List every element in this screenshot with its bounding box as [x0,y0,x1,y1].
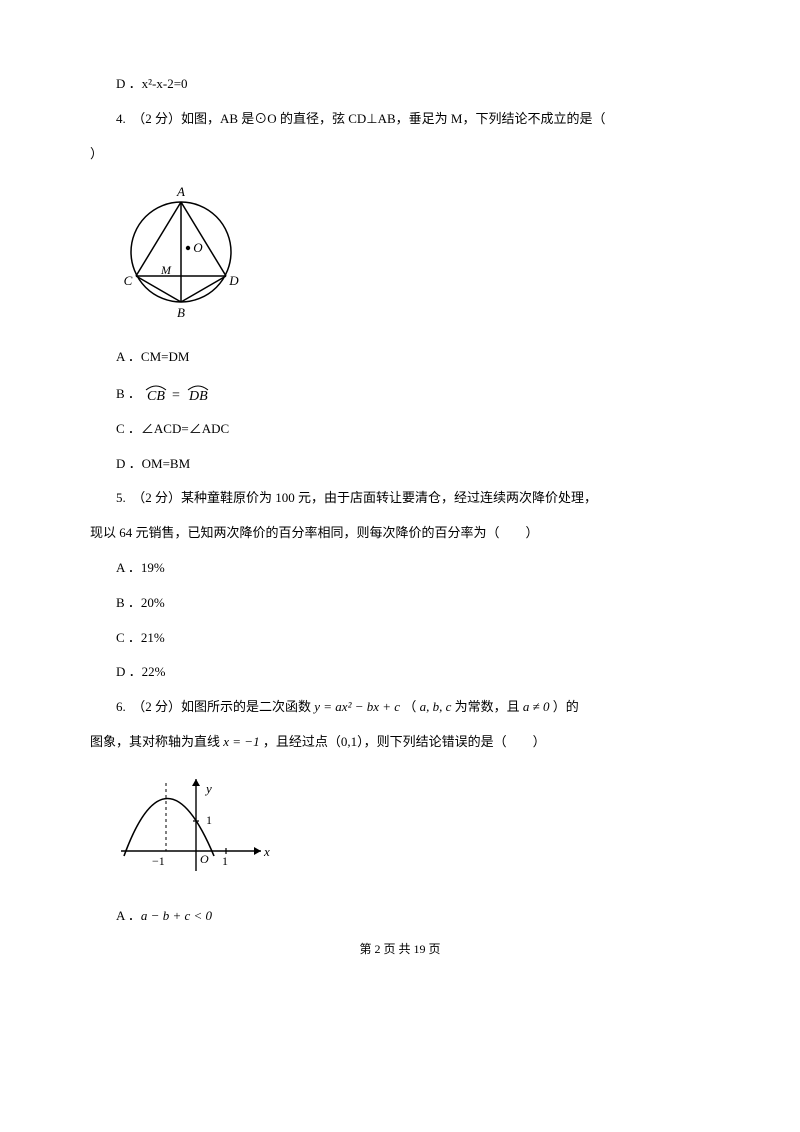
q6-math-abc: a, b, c [420,699,452,714]
q5-stem-line1: 5. （2 分）某种童鞋原价为 100 元，由于店面转让要清仓，经过连续两次降价… [90,488,710,509]
svg-text:A: A [176,184,185,199]
q4-option-b-prefix: B ． [116,386,141,401]
q4-option-c-text: C ．∠ACD=∠ADC [116,421,229,436]
q6-math-ane0: a ≠ 0 [523,699,550,714]
q5-option-a: A ．19% [116,558,710,579]
q4-stem-a: 4. （2 分）如图，AB 是⊙O 的直径，弦 CD⊥AB，垂足为 M，下列结论… [116,111,618,126]
q4-option-b: B ． CB = DB [116,382,710,405]
q6-stem-a3: 为常数，且 [451,699,523,714]
svg-text:1: 1 [222,854,228,868]
q4-figure: A B C D M O [116,182,710,329]
q4-option-a: A ．CM=DM [116,347,710,368]
q5-stem-b: 现以 64 元销售，已知两次降价的百分率相同，则每次降价的百分率为（ ） [90,525,539,540]
q6-parabola-diagram: y x O 1 1 −1 [116,771,271,881]
svg-text:CB: CB [147,389,165,402]
q5-option-b: B ．20% [116,593,710,614]
q6-stem-line1: 6. （2 分）如图所示的是二次函数 y = ax² − bx + c （ a,… [90,697,710,718]
q5-option-a-text: A ．19% [116,560,165,575]
q5-option-c-text: C ．21% [116,630,165,645]
q5-option-d: D ．22% [116,662,710,683]
svg-text:D: D [228,273,239,288]
svg-text:O: O [200,852,209,866]
q5-option-b-text: B ．20% [116,595,165,610]
footer-text: 第 2 页 共 19 页 [359,942,440,956]
svg-text:−1: −1 [152,854,165,868]
q5-option-c: C ．21% [116,628,710,649]
q3-option-d-text: D ．x²-x-2=0 [116,76,188,91]
q6-math-func: y = ax² − bx + c [314,699,400,714]
q6-stem-a1: 6. （2 分）如图所示的是二次函数 [116,699,314,714]
q6-stem-b2: ，且经过点（0,1），则下列结论错误的是（ ） [260,734,546,749]
svg-text:DB: DB [188,389,208,402]
q6-figure: y x O 1 1 −1 [116,771,710,888]
q4-option-d: D ．OM=BM [116,454,710,475]
q4-option-d-text: D ．OM=BM [116,456,190,471]
svg-text:x: x [263,844,270,859]
q6-stem-line2: 图象，其对称轴为直线 x = −1 ，且经过点（0,1），则下列结论错误的是（ … [90,732,710,753]
q4-option-c: C ．∠ACD=∠ADC [116,419,710,440]
q6-option-a-prefix: A ． [116,908,141,923]
q4-option-b-arc-icon: CB = DB [144,382,224,402]
q6-math-axis: x = −1 [223,734,259,749]
svg-text:B: B [177,305,185,320]
q4-circle-diagram: A B C D M O [116,182,246,322]
svg-text:C: C [124,273,133,288]
q6-stem-a4: ）的 [550,699,579,714]
q4-stem-line2: ） [90,144,710,165]
q6-stem-a2: （ [400,699,420,714]
q4-stem-b: ） [90,146,103,161]
page: D ．x²-x-2=0 4. （2 分）如图，AB 是⊙O 的直径，弦 CD⊥A… [0,0,800,1000]
q4-option-a-text: A ．CM=DM [116,349,189,364]
svg-text:M: M [160,263,172,277]
svg-text:=: = [172,388,180,402]
q5-stem-a: 5. （2 分）某种童鞋原价为 100 元，由于店面转让要清仓，经过连续两次降价… [116,490,597,505]
q6-option-a-math: a − b + c < 0 [141,908,212,923]
q5-option-d-text: D ．22% [116,664,165,679]
svg-text:1: 1 [206,813,212,827]
svg-text:y: y [204,781,212,796]
q5-stem-line2: 现以 64 元销售，已知两次降价的百分率相同，则每次降价的百分率为（ ） [90,523,710,544]
q6-stem-b1: 图象，其对称轴为直线 [90,734,223,749]
q3-option-d: D ．x²-x-2=0 [116,74,710,95]
q6-option-a: A ．a − b + c < 0 [116,906,710,927]
svg-text:O: O [193,240,203,255]
q4-stem-line1: 4. （2 分）如图，AB 是⊙O 的直径，弦 CD⊥AB，垂足为 M，下列结论… [90,109,710,130]
page-footer: 第 2 页 共 19 页 [90,940,710,959]
